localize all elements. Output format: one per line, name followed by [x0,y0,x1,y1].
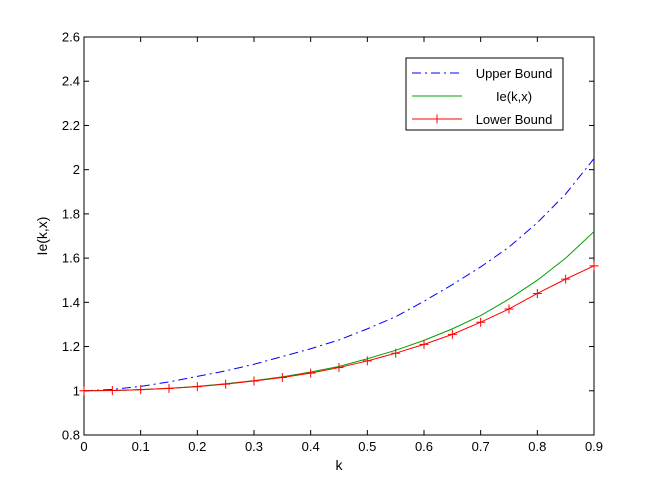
x-tick-label: 0.7 [472,439,490,454]
data-point-marker [504,304,514,314]
y-tick-label: 2.4 [62,74,80,89]
data-point-marker [589,261,599,271]
y-tick-label: 2.2 [62,118,80,133]
legend-label: Upper Bound [476,66,553,81]
y-tick-label: 0.8 [62,428,80,443]
x-axis-label: k [336,457,344,473]
legend: Upper Bound Ie(k,x) Lower Bound [405,57,564,131]
legend-label: Lower Bound [476,112,553,127]
data-point-marker [192,382,202,392]
x-tick-label: 0.5 [358,439,376,454]
x-tick-label: 0.2 [188,439,206,454]
legend-marker [432,114,442,124]
series-line-0 [84,158,594,392]
y-tick-label: 1 [73,383,80,398]
data-point-marker [277,373,287,383]
series-markers [79,261,599,396]
x-tick-label: 0.3 [245,439,263,454]
legend-box [405,57,564,131]
x-tick-label: 0.4 [302,439,320,454]
data-point-marker [79,386,89,396]
data-point-marker [107,386,117,396]
x-tick-label: 0.8 [528,439,546,454]
data-point-marker [164,383,174,393]
y-tick-label: 2 [73,162,80,177]
data-point-marker [447,329,457,339]
data-point-marker [391,348,401,358]
y-tick-label: 1.8 [62,206,80,221]
data-point-marker [136,385,146,395]
data-point-marker [249,376,259,386]
data-point-marker [362,356,372,366]
data-point-marker [306,368,316,378]
data-point-marker [419,339,429,349]
y-tick-label: 1.2 [62,339,80,354]
x-tick-label: 0.1 [132,439,150,454]
y-axis-label: Ie(k,x) [34,217,50,256]
x-tick-label: 0.9 [585,439,603,454]
y-tick-label: 2.6 [62,30,80,45]
x-tick-label: 0 [80,439,87,454]
data-point-marker [221,379,231,389]
data-point-marker [532,288,542,298]
legend-label: Ie(k,x) [496,89,532,104]
data-point-marker [476,317,486,327]
axis-ticks: 0 0.1 0.2 0.3 0.4 0.5 0.6 0.7 0.8 0.9 0.8 1 1.2 1.4 1.… [62,30,603,455]
data-point-marker [334,363,344,373]
x-tick-label: 0.6 [415,439,433,454]
y-tick-label: 1.6 [62,251,80,266]
y-tick-label: 1.4 [62,295,80,310]
data-point-marker [561,274,571,284]
